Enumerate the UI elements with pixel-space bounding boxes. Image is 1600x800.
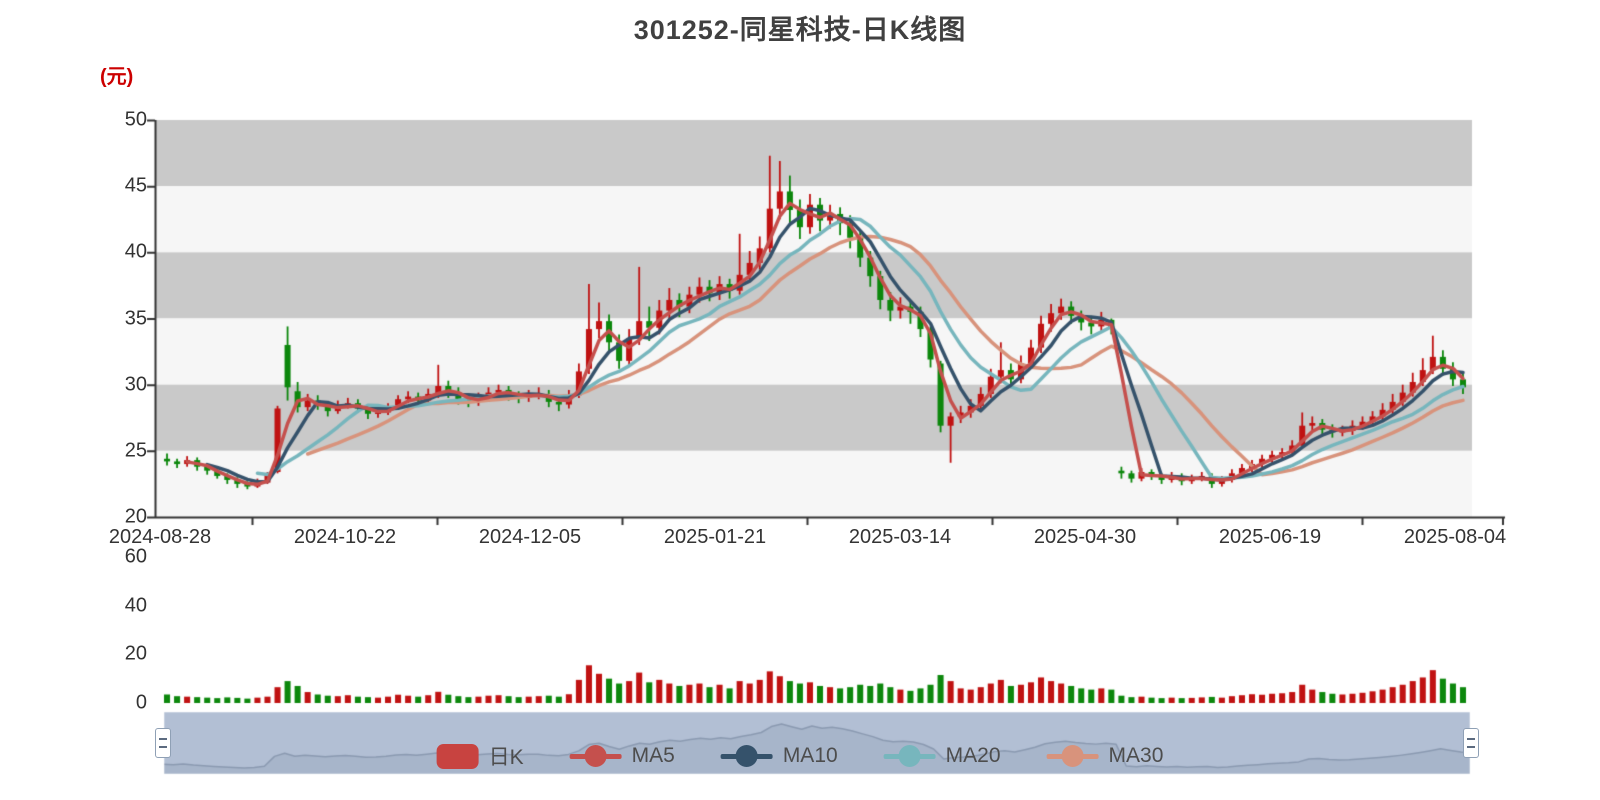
price-axis-tick-label: 50 [124,108,147,131]
legend-ma5-line-icon [569,744,622,769]
date-axis-tick-label: 2024-10-22 [293,526,397,548]
date-axis-tick-label: 2025-03-14 [848,526,952,548]
legend-ma10-line-icon [720,744,773,769]
chart-title: 301252-同星科技-日K线图 [633,15,967,45]
legend-candlestick-icon [436,743,479,769]
volume-axis-tick-label: 40 [124,594,147,617]
price-axis-tick-label: 35 [124,307,147,329]
datazoom-handle-left[interactable] [155,728,171,758]
price-axis-tick-label: 40 [124,240,147,263]
legend: 日K MA5 MA10 MA20 MA30 [436,741,1164,771]
date-axis-tick-label: 2024-12-05 [478,526,582,548]
volume-axis-tick-label: 20 [124,642,147,665]
legend-label: MA10 [782,744,838,767]
legend-label: MA20 [945,744,1001,767]
legend-item-ma5[interactable]: MA5 [569,744,675,769]
datazoom-handle-right[interactable] [1463,728,1479,758]
y-axis-unit-label: (元) [100,66,134,88]
legend-label: MA5 [631,744,675,767]
volume-axis-tick-label: 60 [124,545,147,568]
legend-ma30-line-icon [1046,744,1099,769]
price-axis-tick-label: 20 [124,505,147,528]
price-axis-tick-label: 45 [124,174,147,197]
price-axis-tick-label: 30 [124,373,147,396]
legend-item-日k[interactable]: 日K [436,741,524,771]
date-axis-tick-label: 2025-06-19 [1218,526,1322,548]
legend-item-ma10[interactable]: MA10 [720,744,838,769]
date-axis-tick-label: 2024-08-28 [108,526,212,548]
price-axis-tick-label: 25 [124,439,147,462]
legend-label: MA30 [1108,744,1164,767]
kline-plot-area[interactable] [155,120,1472,517]
volume-axis-tick-label: 0 [135,691,147,714]
date-axis-tick-label: 2025-08-04 [1403,526,1507,548]
legend-label: 日K [488,746,524,769]
legend-ma20-line-icon [883,744,936,769]
volume-panel[interactable] [155,545,1472,705]
date-axis-tick-label: 2025-01-21 [663,526,767,548]
date-axis-tick-label: 2025-04-30 [1033,526,1137,548]
legend-item-ma30[interactable]: MA30 [1046,744,1164,769]
legend-item-ma20[interactable]: MA20 [883,744,1001,769]
